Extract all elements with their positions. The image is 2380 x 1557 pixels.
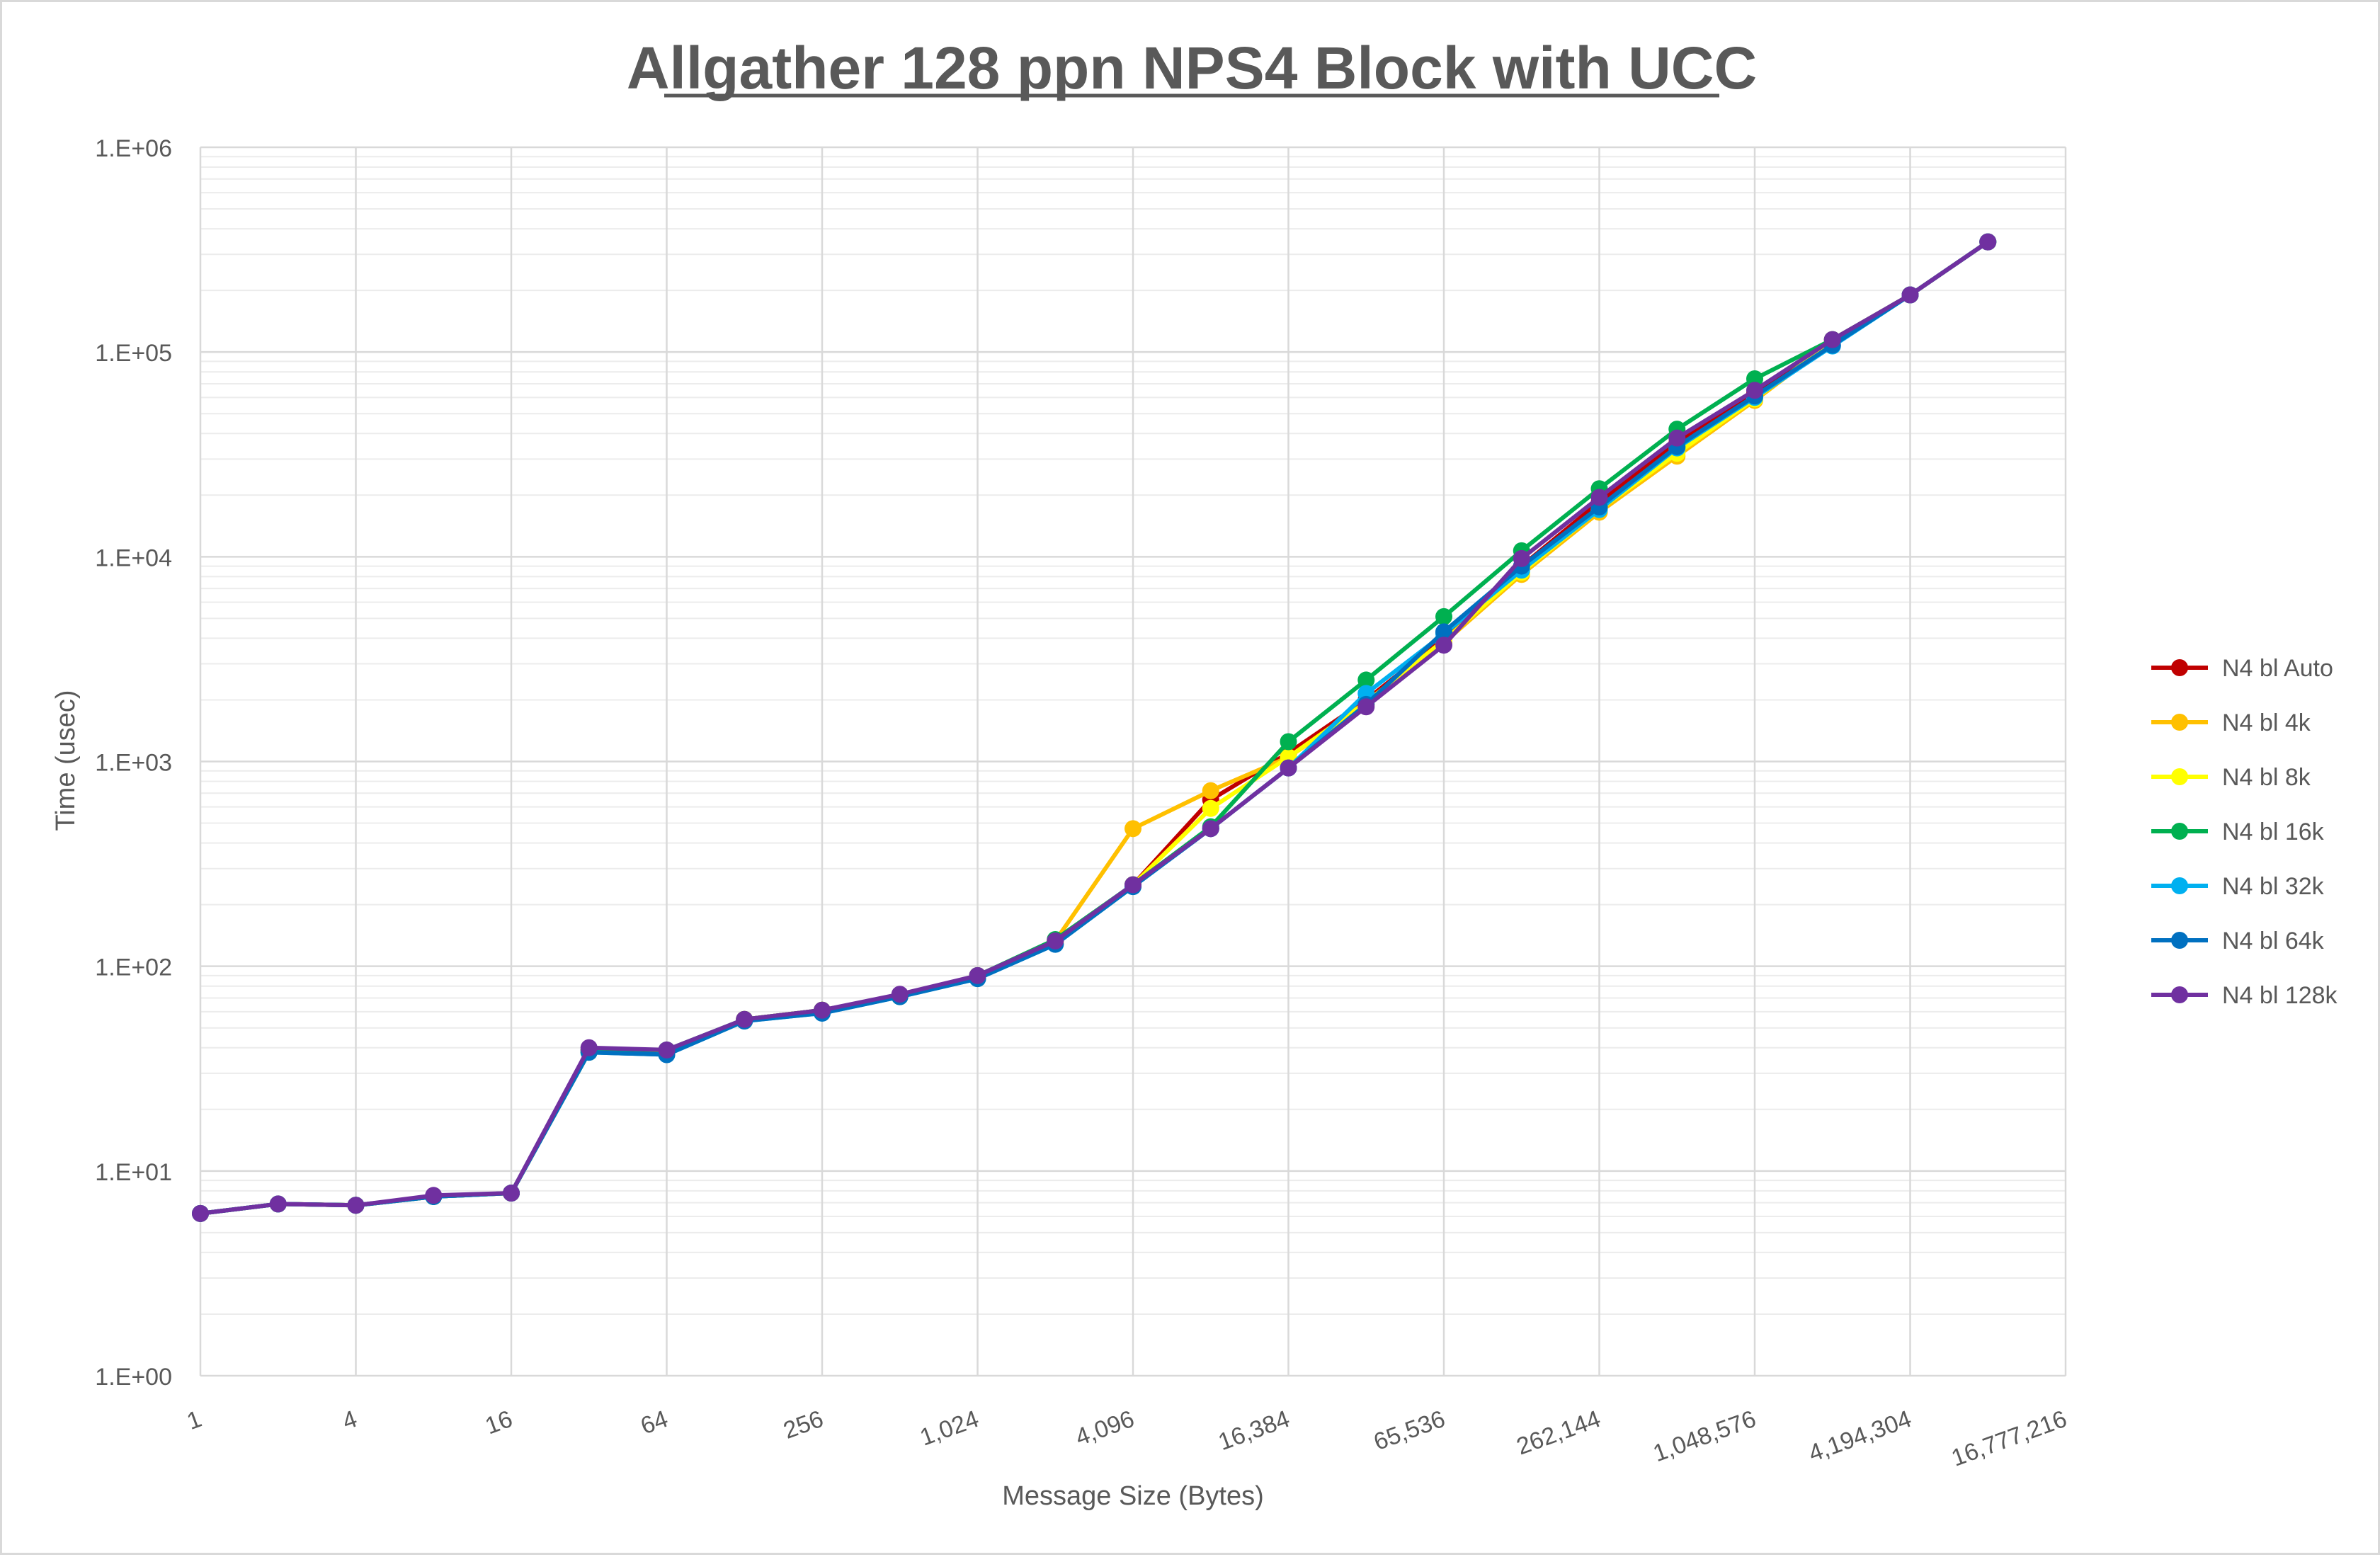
x-axis-tick-labels: 1 4 16 64 256 1,024 4,096 16,384 65,536 262,144 1,… <box>183 1405 2071 1472</box>
legend-label: N4 bl 16k <box>2222 819 2325 845</box>
data-point <box>891 986 909 1003</box>
data-point <box>1124 876 1141 894</box>
data-point <box>1202 820 1219 838</box>
data-point <box>1357 671 1375 689</box>
legend-entry: N4 bl 32k <box>2151 873 2325 900</box>
y-tick-label: 1.E+03 <box>95 750 172 777</box>
x-tick-label: 16,384 <box>1215 1405 1294 1456</box>
data-point <box>1513 549 1530 567</box>
data-point <box>736 1010 753 1028</box>
series-line <box>200 240 1989 1216</box>
legend-swatch-marker <box>2171 768 2188 785</box>
legend-entry: N4 bl 64k <box>2151 928 2325 954</box>
legend-entry: N4 bl 8k <box>2151 764 2311 791</box>
legend-swatch-marker <box>2171 932 2188 949</box>
data-point <box>1590 489 1608 506</box>
x-tick-label: 4,096 <box>1072 1405 1138 1452</box>
data-point <box>1280 759 1297 777</box>
legend-entry: N4 bl Auto <box>2151 655 2333 682</box>
major-gridlines <box>199 146 2067 1377</box>
legend-entry: N4 bl 4k <box>2151 709 2311 736</box>
data-point <box>1124 820 1141 838</box>
data-point <box>969 966 986 984</box>
data-point <box>1357 698 1375 716</box>
x-tick-label: 1,048,576 <box>1650 1405 1760 1467</box>
data-point <box>1435 608 1452 625</box>
x-tick-label: 4 <box>338 1405 360 1435</box>
legend-label: N4 bl 8k <box>2222 764 2311 791</box>
data-point <box>1280 733 1297 751</box>
series-layer <box>192 233 1997 1222</box>
legend-label: N4 bl 64k <box>2222 928 2325 954</box>
legend-swatch-marker <box>2171 659 2188 676</box>
data-point <box>269 1195 287 1213</box>
data-point <box>1823 331 1841 348</box>
series-line <box>200 240 1989 1216</box>
data-point <box>1746 382 1763 399</box>
legend-swatch-marker <box>2171 877 2188 894</box>
x-tick-label: 262,144 <box>1513 1405 1604 1461</box>
data-point <box>1202 799 1219 817</box>
series-n4-bl-128k <box>192 233 1997 1222</box>
series-line <box>200 240 1989 1216</box>
series-line <box>200 240 1989 1216</box>
legend: N4 bl Auto N4 bl 4k N4 bl 8k N4 bl 16k N4 bl… <box>2151 655 2338 1009</box>
data-point <box>1901 286 1919 304</box>
data-point <box>1668 429 1686 447</box>
series-line <box>200 240 1989 1216</box>
legend-entry: N4 bl 128k <box>2151 982 2338 1009</box>
legend-swatch-marker <box>2171 714 2188 731</box>
x-tick-label: 1 <box>183 1405 205 1435</box>
data-point <box>347 1197 365 1214</box>
x-axis-title: Message Size (Bytes) <box>1002 1481 1264 1511</box>
data-point <box>192 1204 209 1222</box>
legend-entry: N4 bl 16k <box>2151 819 2325 845</box>
legend-label: N4 bl 32k <box>2222 873 2325 900</box>
x-tick-label: 16 <box>482 1405 516 1440</box>
legend-label: N4 bl Auto <box>2222 655 2333 682</box>
x-tick-label: 1,024 <box>916 1405 982 1452</box>
legend-swatch-marker <box>2171 986 2188 1003</box>
data-point <box>1047 932 1064 949</box>
legend-label: N4 bl 4k <box>2222 709 2311 736</box>
y-tick-label: 1.E+02 <box>95 954 172 981</box>
legend-swatch-marker <box>2171 823 2188 840</box>
data-point <box>658 1041 676 1059</box>
y-tick-label: 1.E+04 <box>95 544 172 571</box>
y-tick-label: 1.E+05 <box>95 340 172 367</box>
data-point <box>814 1001 831 1019</box>
data-point <box>425 1187 443 1204</box>
y-tick-label: 1.E+06 <box>95 135 172 162</box>
x-tick-label: 65,536 <box>1370 1405 1449 1456</box>
y-axis-tick-labels: 1.E+00 1.E+01 1.E+02 1.E+03 1.E+04 1.E+05 1.E+… <box>95 135 172 1391</box>
legend-label: N4 bl 128k <box>2222 982 2338 1009</box>
x-tick-label: 64 <box>637 1405 672 1440</box>
data-point <box>1979 233 1997 251</box>
y-tick-label: 1.E+00 <box>95 1364 172 1391</box>
x-tick-label: 4,194,304 <box>1805 1405 1915 1467</box>
y-tick-label: 1.E+01 <box>95 1159 172 1186</box>
data-point <box>1202 782 1219 799</box>
x-tick-label: 256 <box>780 1405 826 1444</box>
chart-title: Allgather 128 ppn NPS4 Block with UCC <box>627 35 1757 101</box>
data-point <box>1435 623 1452 641</box>
series-line <box>200 240 1989 1216</box>
y-axis-title: Time (usec) <box>51 690 81 831</box>
x-tick-label: 16,777,216 <box>1948 1405 2071 1472</box>
data-point <box>1435 637 1452 654</box>
series-line <box>200 240 1989 1216</box>
data-point <box>580 1039 598 1056</box>
data-point <box>503 1185 520 1202</box>
